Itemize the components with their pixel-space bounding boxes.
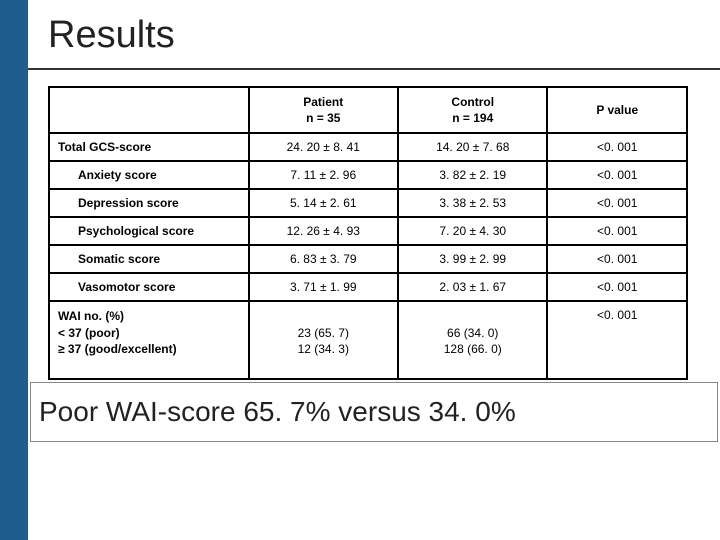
row-patient: 5. 14 ± 2. 61 — [249, 189, 398, 217]
row-control: 3. 82 ± 2. 19 — [398, 161, 547, 189]
row-label: Anxiety score — [49, 161, 249, 189]
summary-overlay: Poor WAI-score 65. 7% versus 34. 0% — [30, 382, 718, 442]
row-p: <0. 001 — [547, 245, 687, 273]
row-label: Total GCS-score — [49, 133, 249, 161]
page-title: Results — [48, 14, 175, 57]
row-label: Depression score — [49, 189, 249, 217]
row-label: Psychological score — [49, 217, 249, 245]
row-label: Vasomotor score — [49, 273, 249, 301]
table-row: Psychological score 12. 26 ± 4. 93 7. 20… — [49, 217, 687, 245]
row-control: 2. 03 ± 1. 67 — [398, 273, 547, 301]
row-p: <0. 001 — [547, 189, 687, 217]
table-row: Anxiety score 7. 11 ± 2. 96 3. 82 ± 2. 1… — [49, 161, 687, 189]
header-control: Controln = 194 — [407, 94, 538, 126]
row-patient: 6. 83 ± 3. 79 — [249, 245, 398, 273]
row-control: 3. 99 ± 2. 99 — [398, 245, 547, 273]
table-row: Somatic score 6. 83 ± 3. 79 3. 99 ± 2. 9… — [49, 245, 687, 273]
wai-label: WAI no. (%)< 37 (poor)≥ 37 (good/excelle… — [58, 308, 240, 357]
row-patient: 12. 26 ± 4. 93 — [249, 217, 398, 245]
wai-control: 66 (34. 0)128 (66. 0) — [407, 308, 538, 357]
wai-p: <0. 001 — [547, 301, 687, 379]
wai-patient: 23 (65. 7)12 (34. 3) — [258, 308, 389, 357]
row-p: <0. 001 — [547, 273, 687, 301]
table-row: Total GCS-score 24. 20 ± 8. 41 14. 20 ± … — [49, 133, 687, 161]
table-body: Total GCS-score 24. 20 ± 8. 41 14. 20 ± … — [49, 133, 687, 379]
table-row: Depression score 5. 14 ± 2. 61 3. 38 ± 2… — [49, 189, 687, 217]
summary-text: Poor WAI-score 65. 7% versus 34. 0% — [39, 396, 516, 428]
row-patient: 3. 71 ± 1. 99 — [249, 273, 398, 301]
table-header-row: Patientn = 35 Controln = 194 P value — [49, 87, 687, 133]
row-control: 3. 38 ± 2. 53 — [398, 189, 547, 217]
wai-row: WAI no. (%)< 37 (poor)≥ 37 (good/excelle… — [49, 301, 687, 379]
header-pvalue: P value — [547, 87, 687, 133]
row-p: <0. 001 — [547, 217, 687, 245]
row-p: <0. 001 — [547, 161, 687, 189]
header-patient: Patientn = 35 — [258, 94, 389, 126]
header-blank — [49, 87, 249, 133]
accent-rail — [0, 0, 28, 540]
row-control: 7. 20 ± 4. 30 — [398, 217, 547, 245]
title-underline — [28, 68, 720, 70]
row-label: Somatic score — [49, 245, 249, 273]
row-control: 14. 20 ± 7. 68 — [398, 133, 547, 161]
row-patient: 24. 20 ± 8. 41 — [249, 133, 398, 161]
row-p: <0. 001 — [547, 133, 687, 161]
row-patient: 7. 11 ± 2. 96 — [249, 161, 398, 189]
results-table: Patientn = 35 Controln = 194 P value Tot… — [48, 86, 688, 380]
table-row: Vasomotor score 3. 71 ± 1. 99 2. 03 ± 1.… — [49, 273, 687, 301]
